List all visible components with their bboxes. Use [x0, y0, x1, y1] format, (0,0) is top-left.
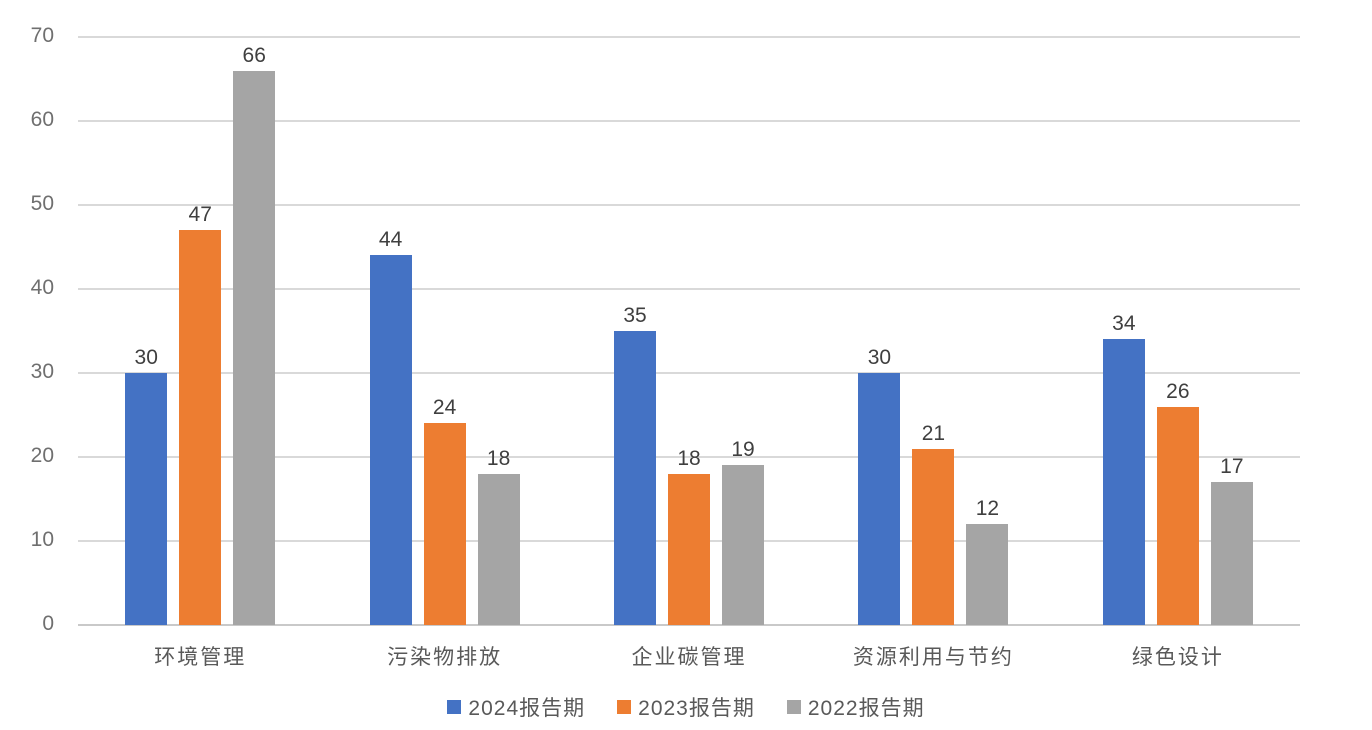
bar-groups: 30 47 66 44 24 18 35 18 19 30 21 12 34 26 17 [78, 37, 1300, 625]
bar-series3-cat4 [966, 524, 1009, 625]
bar-value-label: 35 [623, 304, 647, 327]
legend-item-3: 2022报告期 [786, 692, 925, 722]
y-tick-label-50: 50 [30, 192, 54, 216]
plot-area: 0 10 20 30 40 50 60 70 30 47 66 44 24 18 35 18 19 30 21 12… [31, 24, 1300, 635]
bar-column: 30 [858, 346, 901, 625]
legend-item-1: 2024报告期 [447, 692, 585, 722]
bar-series1-cat2 [369, 255, 412, 625]
bar-group-5: 34 26 17 [1056, 37, 1300, 625]
y-tick-label-10: 10 [30, 528, 54, 552]
bar-column: 18 [668, 446, 711, 625]
bar-series2-cat3 [668, 473, 711, 625]
bar-column: 26 [1156, 379, 1199, 625]
bar-value-label: 66 [242, 43, 266, 67]
legend: 2024报告期 2023报告期 2022报告期 [0, 692, 1372, 722]
bar-value-label: 44 [378, 228, 403, 252]
bar-value-label: 17 [1220, 455, 1244, 479]
legend-swatch-icon [617, 700, 632, 714]
legend-item-2: 2023报告期 [617, 692, 755, 722]
bar-group-2: 44 24 18 [322, 37, 566, 625]
legend-swatch-icon [447, 700, 462, 714]
bar-series3-cat2 [477, 473, 520, 625]
bar-series2-cat1 [179, 230, 222, 625]
y-tick-label-60: 60 [30, 108, 54, 132]
bar-value-label: 30 [134, 346, 158, 369]
y-tick-label-20: 20 [30, 444, 54, 468]
category-label-4: 资源利用与节约 [852, 646, 1014, 669]
bar-group-3: 35 18 19 [567, 37, 811, 625]
gridline-30 [78, 372, 1300, 374]
bar-value-label: 18 [486, 446, 511, 470]
bar-value-label: 12 [975, 497, 1000, 521]
bar-column: 30 [125, 346, 168, 625]
x-axis-categories: 环境管理 污染物排放 企业碳管理 资源利用与节约 绿色设计 [78, 641, 1300, 671]
category-label-5: 绿色设计 [1131, 646, 1224, 669]
y-tick-label-0: 0 [42, 612, 54, 636]
y-tick-label-40: 40 [30, 276, 54, 300]
y-tick-label-30: 30 [30, 360, 54, 384]
legend-swatch-icon [786, 700, 801, 714]
gridline-60 [78, 120, 1300, 122]
bar-column: 12 [966, 497, 1009, 625]
bar-value-label: 18 [677, 446, 701, 470]
bar-series1-cat3 [614, 331, 657, 625]
gridline-20 [78, 456, 1300, 458]
bar-value-label: 26 [1166, 379, 1190, 403]
bar-value-label: 21 [921, 421, 946, 445]
gridline-40 [78, 288, 1300, 290]
gridline-50 [78, 204, 1300, 206]
legend-label: 2023报告期 [638, 697, 755, 720]
bar-column: 34 [1102, 312, 1145, 625]
bar-value-label: 47 [188, 203, 212, 227]
legend-label: 2024报告期 [468, 697, 586, 720]
bar-column: 18 [477, 446, 520, 625]
bar-series1-cat1 [125, 373, 168, 625]
bar-column: 19 [722, 438, 765, 625]
bar-column: 35 [614, 304, 657, 625]
bar-series2-cat4 [912, 448, 955, 625]
bar-column: 44 [369, 228, 412, 625]
y-tick-label-70: 70 [30, 24, 54, 48]
bar-value-label: 34 [1112, 312, 1136, 336]
bar-series2-cat2 [423, 423, 466, 625]
bar-series3-cat3 [722, 465, 765, 625]
gridline-0 [78, 624, 1300, 626]
bar-column: 47 [179, 203, 222, 625]
bar-group-1: 30 47 66 [78, 37, 322, 625]
gridline-70 [78, 36, 1300, 38]
category-label-3: 企业碳管理 [631, 646, 747, 669]
bar-value-label: 30 [867, 346, 892, 369]
bar-column: 24 [423, 396, 466, 625]
bar-column: 66 [233, 43, 276, 625]
bar-group-4: 30 21 12 [811, 37, 1055, 625]
bar-value-label: 19 [731, 438, 755, 462]
bar-series3-cat1 [233, 70, 276, 625]
bar-series1-cat4 [858, 373, 901, 625]
category-label-1: 环境管理 [154, 646, 247, 669]
bar-column: 21 [912, 421, 955, 625]
bar-series1-cat5 [1102, 339, 1145, 625]
bar-column: 17 [1210, 455, 1253, 625]
bar-value-label: 24 [432, 396, 457, 420]
legend-label: 2022报告期 [807, 697, 925, 720]
category-label-2: 污染物排放 [387, 646, 503, 669]
bar-series2-cat5 [1156, 406, 1199, 625]
bar-series3-cat5 [1210, 482, 1253, 625]
